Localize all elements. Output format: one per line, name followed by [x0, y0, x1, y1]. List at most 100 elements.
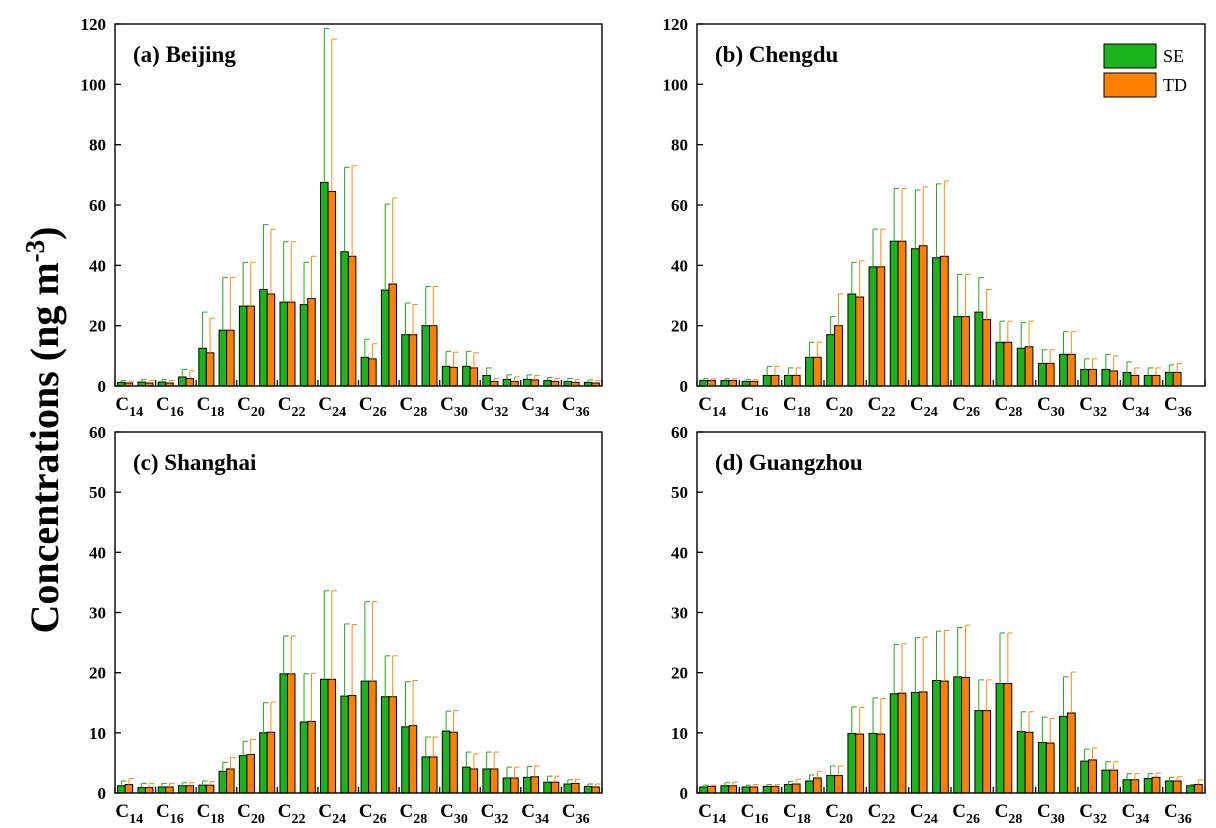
x-tick-label-base: C — [115, 394, 129, 415]
bar-se — [563, 783, 573, 794]
bar-se — [421, 325, 431, 387]
bar-td — [939, 255, 949, 387]
bar-se — [340, 695, 349, 794]
bar-se — [1122, 371, 1132, 387]
y-tick-label: 10 — [89, 724, 106, 743]
plot-frame — [114, 431, 603, 794]
bar-td — [388, 696, 397, 794]
bar-se — [1101, 368, 1111, 387]
bar-se — [198, 347, 207, 387]
bar-se — [117, 785, 126, 794]
bar-td — [347, 695, 357, 794]
y-tick-label: 80 — [89, 136, 106, 155]
bar-td — [1066, 712, 1076, 794]
x-tick-label-sub: 18 — [797, 812, 811, 827]
plot-frame — [696, 23, 1206, 387]
x-tick-label-base: C — [521, 801, 535, 822]
x-tick-label-sub: 24 — [924, 812, 938, 827]
bar-td — [1024, 731, 1034, 794]
bar-se — [741, 786, 751, 794]
x-tick-label-sub: 28 — [413, 812, 427, 827]
bar-td — [707, 380, 716, 387]
bar-td — [1109, 769, 1119, 794]
bar-se — [720, 785, 730, 794]
bar-se — [762, 374, 772, 387]
x-tick-label-sub: 18 — [210, 405, 224, 420]
bar-td — [205, 784, 215, 794]
x-tick-label-base: C — [318, 394, 332, 415]
x-tick-label-base: C — [995, 801, 1009, 822]
x-tick-label: C26 — [359, 801, 387, 827]
x-tick-label-sub: 28 — [1008, 405, 1022, 420]
x-tick-label: C22 — [868, 801, 896, 827]
x-tick-label-sub: 30 — [1051, 812, 1065, 827]
y-tick-label: 30 — [671, 604, 688, 623]
bar-se — [699, 380, 709, 387]
x-tick-label-base: C — [400, 394, 414, 415]
x-tick-label: C14 — [115, 394, 143, 420]
bar-td — [1151, 776, 1161, 794]
bar-se — [482, 768, 491, 794]
bar-td — [961, 676, 970, 794]
bar-se — [1164, 371, 1174, 387]
x-tick-label-base: C — [197, 394, 211, 415]
bar-td — [286, 301, 296, 387]
x-tick-label: C14 — [698, 394, 726, 420]
x-tick-label-sub: 24 — [332, 812, 346, 827]
bar-se — [320, 678, 329, 794]
bar-se — [462, 766, 471, 794]
bar-td — [591, 786, 600, 794]
x-tick-label-sub: 22 — [291, 405, 305, 420]
x-tick-label-base: C — [868, 394, 882, 415]
x-tick-label: C34 — [1122, 394, 1150, 420]
x-tick-label-sub: 34 — [535, 405, 549, 420]
bar-se — [299, 721, 309, 794]
bar-se — [910, 692, 920, 794]
bar-td — [1151, 374, 1161, 387]
bar-se — [522, 776, 532, 794]
x-tick-label-base: C — [910, 801, 924, 822]
x-tick-label-base: C — [440, 394, 454, 415]
y-tick-label: 120 — [663, 15, 689, 34]
bar-td — [749, 786, 759, 794]
y-tick-label: 100 — [663, 75, 689, 94]
bar-td — [489, 768, 499, 794]
bar-se — [259, 732, 268, 794]
x-tick-label-base: C — [562, 394, 576, 415]
x-tick-label-base: C — [952, 394, 966, 415]
bar-se — [543, 781, 552, 794]
bar-td — [469, 367, 479, 387]
bar-se — [299, 304, 309, 387]
x-tick-label: C36 — [1164, 801, 1192, 827]
bar-td — [812, 356, 822, 387]
bar-td — [307, 720, 316, 794]
bar-se — [1059, 716, 1068, 794]
bar-se — [340, 251, 349, 387]
bar-td — [1045, 362, 1055, 387]
bar-td — [388, 283, 397, 387]
x-tick-label-sub: 28 — [1008, 812, 1022, 827]
x-tick-label: C18 — [197, 394, 225, 420]
bar-se — [238, 305, 248, 387]
x-tick-label-sub: 26 — [966, 405, 980, 420]
x-tick-label-sub: 20 — [839, 812, 853, 827]
bar-td — [855, 733, 865, 794]
y-tick-label: 40 — [89, 543, 106, 562]
x-tick-label: C26 — [952, 801, 980, 827]
bar-td — [266, 293, 276, 387]
bar-td — [939, 680, 949, 794]
x-tick-label-sub: 36 — [1178, 405, 1192, 420]
x-tick-label-base: C — [1164, 801, 1178, 822]
y-tick-label: 20 — [671, 664, 688, 683]
bar-td — [449, 366, 458, 387]
bar-se — [1037, 741, 1047, 794]
bar-se — [1037, 362, 1047, 387]
bar-td — [1066, 353, 1076, 387]
bar-td — [770, 785, 780, 794]
x-tick-label-base: C — [318, 801, 332, 822]
x-tick-label-base: C — [278, 394, 292, 415]
y-tick-label: 20 — [89, 317, 106, 336]
y-tick-label: 0 — [680, 784, 689, 803]
